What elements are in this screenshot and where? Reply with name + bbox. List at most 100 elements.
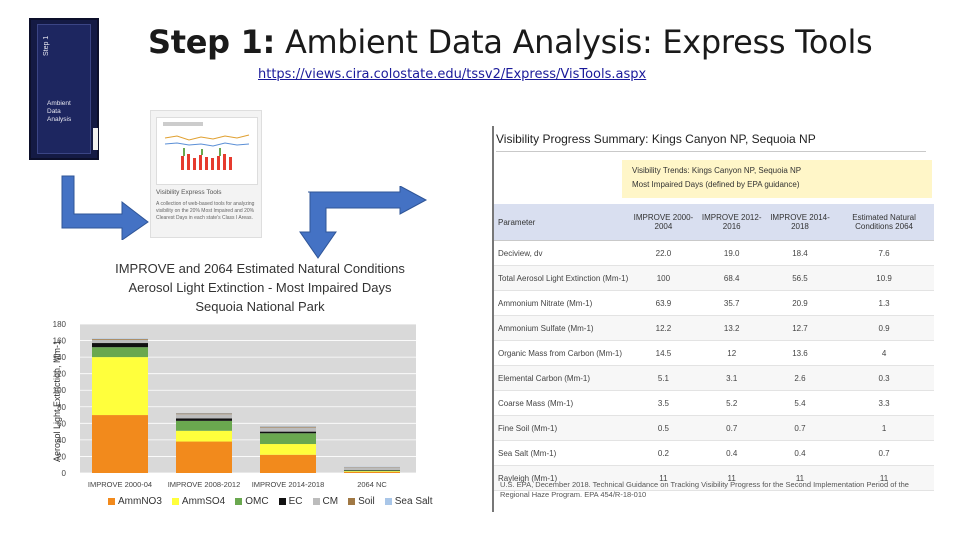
table-header-row: Parameter IMPROVE 2000-2004 IMPROVE 2012-2… xyxy=(494,204,934,241)
x-tick-label: 2064 NC xyxy=(357,480,387,489)
table-header-cell: IMPROVE 2012-2016 xyxy=(698,204,766,241)
table-cell: Elemental Carbon (Mm-1) xyxy=(494,366,629,391)
table-cell: 19.0 xyxy=(698,241,766,266)
legend-swatch xyxy=(385,498,392,505)
legend-label: CM xyxy=(323,496,339,507)
visibility-summary-panel: Visibility Progress Summary: Kings Canyo… xyxy=(492,126,938,512)
table-cell: 2.6 xyxy=(766,366,834,391)
y-tick-label: 0 xyxy=(62,469,67,478)
bar-segment xyxy=(176,442,232,473)
citation-text: U.S. EPA, December 2018. Technical Guida… xyxy=(500,480,934,500)
bar-segment xyxy=(176,413,232,414)
trend-line-2: Most Impaired Days (defined by EPA guida… xyxy=(632,180,800,189)
table-cell: 20.9 xyxy=(766,291,834,316)
y-tick-label: 120 xyxy=(53,370,67,379)
table-cell: 56.5 xyxy=(766,266,834,291)
thumbnail-tab xyxy=(93,128,98,150)
bar-segment xyxy=(92,357,148,415)
bar-segment xyxy=(260,427,316,431)
table-row: Coarse Mass (Mm-1) 3.5 5.2 5.4 3.3 xyxy=(494,391,934,416)
legend-item: AmmSO4 xyxy=(172,496,225,507)
trend-box: Visibility Trends: Kings Canyon NP, Sequ… xyxy=(622,160,932,198)
summary-table: Parameter IMPROVE 2000-2004 IMPROVE 2012-2… xyxy=(494,204,934,491)
title-step: Step 1: xyxy=(148,23,275,61)
chart-title-line: IMPROVE and 2064 Estimated Natural Condi… xyxy=(70,259,450,278)
legend-swatch xyxy=(235,498,242,505)
step-desc-line: Analysis xyxy=(47,116,87,124)
x-tick-label: IMPROVE 2014-2018 xyxy=(252,480,325,489)
chart-title: IMPROVE and 2064 Estimated Natural Condi… xyxy=(70,259,450,316)
table-header-cell: Estimated Natural Conditions 2064 xyxy=(834,204,934,241)
legend-label: EC xyxy=(289,496,303,507)
bar-segment xyxy=(176,418,232,420)
extinction-bar-chart: 0 20 40 60 80 100 120 140 160 180 IMPROVE 2000-04 I… xyxy=(46,316,426,492)
table-cell: 7.6 xyxy=(834,241,934,266)
arrow-right-down-icon xyxy=(288,186,428,260)
step-label: Step 1 xyxy=(43,36,50,56)
table-cell: 3.3 xyxy=(834,391,934,416)
table-cell: 68.4 xyxy=(698,266,766,291)
bar-segment xyxy=(92,343,148,347)
table-cell: 12.7 xyxy=(766,316,834,341)
legend-swatch xyxy=(172,498,179,505)
table-row: Total Aerosol Light Extinction (Mm-1) 100… xyxy=(494,266,934,291)
legend-label: AmmNO3 xyxy=(118,496,162,507)
table-header-cell: IMPROVE 2000-2004 xyxy=(629,204,697,241)
x-tick-label: IMPROVE 2000-04 xyxy=(88,480,152,489)
table-cell: 22.0 xyxy=(629,241,697,266)
arrow-down-right-icon xyxy=(60,174,150,240)
table-cell: Ammonium Nitrate (Mm-1) xyxy=(494,291,629,316)
table-row: Deciview, dv 22.0 19.0 18.4 7.6 xyxy=(494,241,934,266)
table-cell: 10.9 xyxy=(834,266,934,291)
step-thumbnail[interactable]: Step 1 Ambient Data Analysis xyxy=(29,18,99,160)
legend-swatch xyxy=(279,498,286,505)
table-cell: Coarse Mass (Mm-1) xyxy=(494,391,629,416)
express-tools-link[interactable]: https://views.cira.colostate.edu/tssv2/E… xyxy=(258,67,646,82)
y-tick-label: 20 xyxy=(57,452,66,461)
table-cell: 0.9 xyxy=(834,316,934,341)
step-description: Ambient Data Analysis xyxy=(47,100,87,124)
table-cell: 0.4 xyxy=(698,441,766,466)
bar-segment xyxy=(176,414,232,418)
table-cell: 3.1 xyxy=(698,366,766,391)
bar-segment xyxy=(344,470,400,471)
table-cell: Total Aerosol Light Extinction (Mm-1) xyxy=(494,266,629,291)
legend-label: Soil xyxy=(358,496,375,507)
legend-item: Sea Salt xyxy=(385,496,433,507)
table-header-cell: IMPROVE 2014-2018 xyxy=(766,204,834,241)
bar-segment xyxy=(260,432,316,434)
bar-segment xyxy=(260,444,316,455)
table-cell: 12.2 xyxy=(629,316,697,341)
table-cell: 35.7 xyxy=(698,291,766,316)
bar-segment xyxy=(176,413,232,414)
bar-segment xyxy=(344,468,400,470)
table-cell: 12 xyxy=(698,341,766,366)
table-cell: Sea Salt (Mm-1) xyxy=(494,441,629,466)
legend-label: Sea Salt xyxy=(395,496,433,507)
table-row: Ammonium Nitrate (Mm-1) 63.9 35.7 20.9 1.3 xyxy=(494,291,934,316)
table-cell: 0.2 xyxy=(629,441,697,466)
legend-item: OMC xyxy=(235,496,268,507)
table-cell: 0.3 xyxy=(834,366,934,391)
table-header-cell: Parameter xyxy=(494,204,629,241)
legend-label: AmmSO4 xyxy=(182,496,225,507)
table-cell: 13.6 xyxy=(766,341,834,366)
chart-title-line: Sequoia National Park xyxy=(70,297,450,316)
table-cell: 0.7 xyxy=(766,416,834,441)
legend-swatch xyxy=(108,498,115,505)
y-tick-label: 80 xyxy=(57,403,66,412)
legend-item: CM xyxy=(313,496,339,507)
table-row: Fine Soil (Mm-1) 0.5 0.7 0.7 1 xyxy=(494,416,934,441)
bar-segment xyxy=(260,433,316,444)
card-description: A collection of web-based tools for anal… xyxy=(156,201,256,222)
y-tick-label: 40 xyxy=(57,436,66,445)
table-cell: Organic Mass from Carbon (Mm-1) xyxy=(494,341,629,366)
bar-segment xyxy=(344,472,400,473)
table-cell: 100 xyxy=(629,266,697,291)
express-tools-card[interactable]: Visibility Express Tools A collection of… xyxy=(150,110,262,238)
legend-swatch xyxy=(313,498,320,505)
table-row: Organic Mass from Carbon (Mm-1) 14.5 12 13.… xyxy=(494,341,934,366)
slide-title: Step 1: Ambient Data Analysis: Express T… xyxy=(148,22,788,62)
x-tick-label: IMPROVE 2008-2012 xyxy=(168,480,241,489)
table-cell: 13.2 xyxy=(698,316,766,341)
